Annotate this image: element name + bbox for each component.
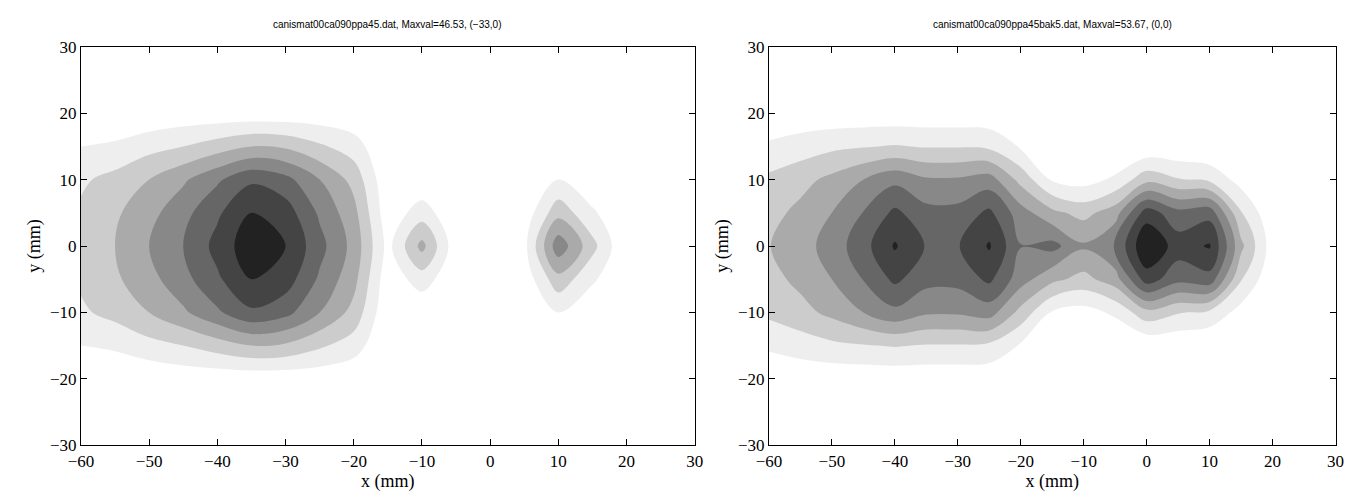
svg-text:20: 20: [60, 104, 77, 123]
svg-text:−20: −20: [1007, 452, 1034, 471]
svg-text:y (mm): y (mm): [24, 219, 45, 273]
svg-text:−30: −30: [738, 436, 765, 455]
svg-text:−30: −30: [944, 452, 971, 471]
svg-text:30: 30: [748, 38, 765, 57]
svg-text:−60: −60: [756, 452, 783, 471]
svg-text:−10: −10: [409, 452, 436, 471]
svg-text:30: 30: [686, 452, 703, 471]
svg-text:30: 30: [60, 38, 77, 57]
svg-text:x (mm): x (mm): [361, 471, 415, 492]
svg-text:−60: −60: [68, 452, 95, 471]
svg-text:0: 0: [756, 237, 765, 256]
svg-text:0: 0: [1142, 452, 1151, 471]
svg-text:10: 10: [748, 171, 765, 190]
svg-text:20: 20: [748, 104, 765, 123]
svg-text:−10: −10: [738, 303, 765, 322]
svg-text:20: 20: [1264, 452, 1281, 471]
svg-text:10: 10: [60, 171, 77, 190]
svg-text:−20: −20: [738, 370, 765, 389]
svg-text:10: 10: [1201, 452, 1218, 471]
svg-text:−40: −40: [204, 452, 231, 471]
svg-text:y (mm): y (mm): [712, 219, 733, 273]
svg-text:canismat00ca090ppa45bak5.dat,: canismat00ca090ppa45bak5.dat, Maxval=53.…: [933, 19, 1172, 30]
svg-text:10: 10: [550, 452, 567, 471]
svg-text:−20: −20: [50, 370, 77, 389]
svg-text:−30: −30: [272, 452, 299, 471]
svg-text:canismat00ca090ppa45.dat, Maxv: canismat00ca090ppa45.dat, Maxval=46.53, …: [273, 19, 502, 30]
svg-text:−10: −10: [50, 303, 77, 322]
svg-text:−50: −50: [819, 452, 846, 471]
svg-text:30: 30: [1327, 452, 1344, 471]
svg-text:−40: −40: [882, 452, 909, 471]
svg-text:x (mm): x (mm): [1025, 471, 1079, 492]
svg-text:−20: −20: [340, 452, 367, 471]
svg-text:0: 0: [486, 452, 495, 471]
svg-text:−10: −10: [1070, 452, 1097, 471]
svg-text:−30: −30: [50, 436, 77, 455]
svg-text:0: 0: [68, 237, 77, 256]
svg-text:20: 20: [618, 452, 635, 471]
svg-text:−50: −50: [136, 452, 163, 471]
